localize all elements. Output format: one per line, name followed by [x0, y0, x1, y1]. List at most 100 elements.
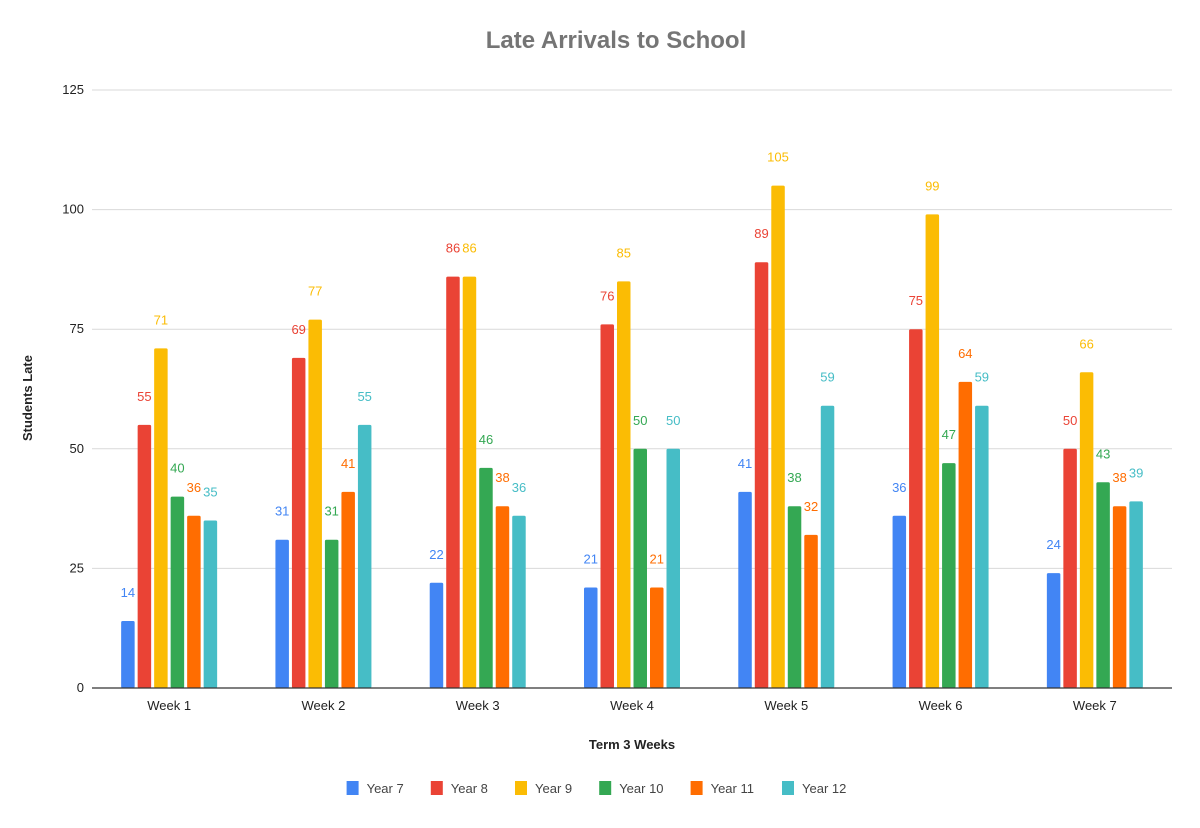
- bar-year-11-week-3: [495, 506, 510, 688]
- bar-year-11-week-6: [958, 381, 973, 688]
- data-label-year-10-week-6: 47: [942, 427, 956, 442]
- bar-year-9-week-4: [617, 281, 631, 688]
- data-label-year-12-week-4: 50: [666, 413, 680, 428]
- data-label-year-11-week-4: 21: [650, 552, 664, 567]
- legend-swatch-year-9: [515, 781, 527, 795]
- gridlines: [92, 89, 1172, 569]
- data-label-year-7-week-6: 36: [892, 480, 906, 495]
- x-tick-label-2: Week 2: [302, 698, 346, 713]
- bar-year-7-week-6: [892, 515, 907, 688]
- data-label-year-7-week-3: 22: [429, 547, 443, 562]
- data-label-year-11-week-5: 32: [804, 499, 818, 514]
- x-tick-label-6: Week 6: [919, 698, 963, 713]
- x-axis-ticks: Week 1 Week 2 Week 3 Week 4 Week 5 Week 6 Week…: [147, 698, 1117, 713]
- data-label-year-10-week-1: 40: [170, 461, 184, 476]
- bar-year-12-week-6: [975, 405, 989, 688]
- y-axis-title: Students Late: [20, 355, 35, 441]
- data-label-year-9-week-5: 105: [767, 150, 789, 165]
- bar-year-12-week-3: [512, 515, 526, 688]
- data-label-year-10-week-2: 31: [324, 504, 338, 519]
- bar-year-9-week-2: [308, 319, 322, 688]
- data-label-year-8-week-4: 76: [600, 288, 614, 303]
- data-label-year-12-week-7: 39: [1129, 465, 1143, 480]
- data-label-year-10-week-3: 46: [479, 432, 493, 447]
- data-label-year-11-week-6: 64: [958, 346, 972, 361]
- data-label-year-9-week-1: 71: [154, 312, 168, 327]
- data-label-year-7-week-4: 21: [584, 552, 598, 567]
- data-label-year-12-week-1: 35: [203, 485, 217, 500]
- bar-year-7-week-1: [121, 621, 135, 688]
- data-label-year-7-week-7: 24: [1046, 537, 1060, 552]
- y-tick-label-125: 125: [62, 82, 84, 97]
- bar-year-10-week-6: [942, 463, 956, 688]
- y-tick-label-100: 100: [62, 202, 84, 217]
- bar-year-11-week-4: [650, 587, 664, 688]
- x-axis-title: Term 3 Weeks: [589, 737, 675, 752]
- data-label-year-12-week-6: 59: [975, 370, 989, 385]
- bar-year-7-week-7: [1046, 573, 1061, 688]
- data-label-year-12-week-3: 36: [512, 480, 526, 495]
- data-label-year-11-week-1: 36: [187, 480, 201, 495]
- y-tick-label-75: 75: [70, 321, 84, 336]
- y-tick-label-50: 50: [70, 441, 84, 456]
- bar-year-10-week-7: [1096, 482, 1110, 688]
- data-label-year-10-week-7: 43: [1096, 446, 1110, 461]
- bar-year-8-week-5: [754, 262, 769, 688]
- data-label-year-7-week-2: 31: [275, 504, 289, 519]
- data-label-year-11-week-2: 41: [341, 456, 355, 471]
- data-label-year-11-week-7: 38: [1112, 470, 1126, 485]
- data-label-year-8-week-7: 50: [1063, 413, 1077, 428]
- bar-year-11-week-1: [187, 515, 201, 688]
- data-label-year-10-week-4: 50: [633, 413, 647, 428]
- x-tick-label-1: Week 1: [147, 698, 191, 713]
- legend-label-year-9: Year 9: [535, 781, 572, 796]
- legend-swatch-year-11: [690, 781, 703, 795]
- bar-year-12-week-7: [1129, 501, 1143, 688]
- legend-swatch-year-10: [599, 781, 612, 795]
- data-label-year-12-week-2: 55: [357, 389, 371, 404]
- bar-year-9-week-1: [154, 348, 168, 688]
- legend-label-year-10: Year 10: [619, 781, 663, 796]
- y-tick-label-25: 25: [70, 560, 84, 575]
- bar-year-9-week-7: [1079, 372, 1094, 688]
- bar-year-9-week-3: [462, 276, 477, 688]
- y-axis-ticks: 0 25 50 75 100 125: [62, 82, 84, 695]
- data-label-year-10-week-5: 38: [787, 470, 801, 485]
- x-tick-label-7: Week 7: [1073, 698, 1117, 713]
- bar-year-8-week-6: [909, 329, 923, 688]
- legend-label-year-8: Year 8: [451, 781, 488, 796]
- legend-swatch-year-8: [430, 781, 443, 795]
- bar-year-11-week-5: [804, 534, 818, 688]
- x-tick-label-4: Week 4: [610, 698, 654, 713]
- bar-year-8-week-3: [446, 276, 460, 688]
- data-label-year-7-week-5: 41: [738, 456, 752, 471]
- bar-year-8-week-4: [600, 324, 614, 688]
- data-label-year-9-week-4: 85: [617, 245, 631, 260]
- bar-year-11-week-7: [1112, 506, 1127, 688]
- x-tick-label-3: Week 3: [456, 698, 500, 713]
- legend-label-year-12: Year 12: [802, 781, 846, 796]
- data-label-year-11-week-3: 38: [495, 470, 509, 485]
- bar-year-10-week-5: [787, 506, 802, 688]
- bar-year-12-week-5: [820, 405, 835, 688]
- legend-swatch-year-12: [782, 781, 794, 795]
- bar-year-7-week-5: [738, 491, 752, 688]
- legend: Year 7 Year 8 Year 9 Year 10 Year 11 Year 12: [346, 781, 846, 796]
- y-tick-label-0: 0: [77, 680, 84, 695]
- bar-year-10-week-4: [633, 448, 647, 688]
- bar-year-11-week-2: [341, 491, 355, 688]
- bar-year-10-week-2: [324, 539, 339, 688]
- bar-year-7-week-2: [275, 539, 289, 688]
- bar-year-12-week-1: [203, 520, 218, 688]
- legend-label-year-7: Year 7: [367, 781, 404, 796]
- data-label-year-8-week-5: 89: [754, 226, 768, 241]
- data-label-year-8-week-3: 86: [446, 241, 460, 256]
- data-label-year-9-week-3: 86: [462, 241, 476, 256]
- bar-year-12-week-4: [666, 448, 680, 688]
- data-label-year-7-week-1: 14: [121, 585, 135, 600]
- legend-label-year-11: Year 11: [711, 781, 754, 796]
- bar-year-8-week-2: [291, 357, 306, 688]
